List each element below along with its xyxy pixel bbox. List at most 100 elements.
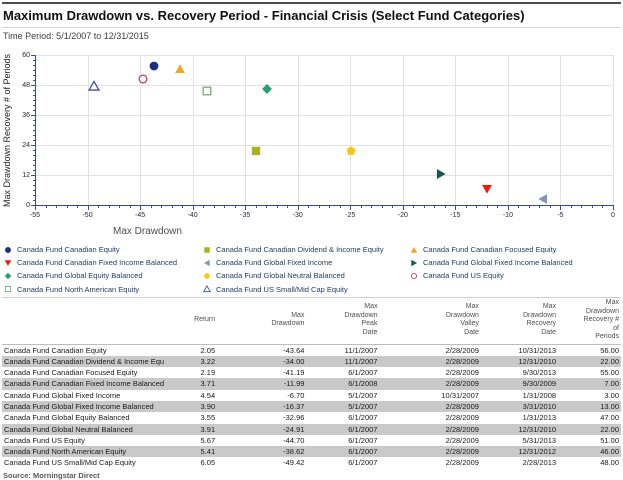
fund-name-cell: Canada Fund Canadian Fixed Income Balanc… — [4, 379, 165, 389]
value-cell: 1/31/2008 — [522, 390, 557, 400]
value-cell: 11/1/2007 — [344, 345, 378, 355]
gridline — [245, 55, 247, 205]
gridline — [140, 55, 142, 205]
value-cell: 5/1/2007 — [348, 401, 378, 411]
value-cell: -43.64 — [283, 345, 305, 355]
y-tick — [33, 110, 35, 111]
value-cell: 11/1/2007 — [344, 356, 378, 366]
value-cell: 2.19 — [200, 368, 216, 378]
fund-name-cell: Canada Fund Global Neutral Balanced — [4, 424, 133, 434]
value-cell: 6/1/2007 — [348, 458, 378, 468]
gridline — [402, 55, 404, 205]
table-row: Canada Fund Canadian Fixed Income Balanc… — [2, 378, 621, 390]
table-row: Canada Fund US Equity 5.67 -44.70 6/1/2007 2… — [2, 435, 621, 446]
x-tick-label: -5 — [557, 212, 564, 219]
square-marker-icon — [5, 286, 11, 293]
x-tick — [444, 206, 446, 208]
y-tick — [33, 140, 35, 141]
gridline — [192, 55, 194, 205]
y-axis-label: Max Drawdown Recovery # of Periods — [2, 53, 12, 208]
table-row: Canada Fund Canadian Focused Equity 2.19 -… — [2, 367, 621, 378]
legend-item: Canada Fund US Equity — [410, 269, 621, 282]
value-cell: 12/31/2010 — [518, 424, 557, 434]
fund-name-cell: Canada Fund Canadian Dividend & Income E… — [4, 356, 165, 366]
x-tick-label: -45 — [135, 212, 146, 219]
value-cell: 51.00 — [600, 435, 619, 445]
value-cell: 2/28/2009 — [445, 435, 479, 445]
value-cell: 1/31/2013 — [522, 413, 557, 423]
x-tick — [45, 206, 47, 208]
scatter-marker — [537, 192, 549, 210]
triangle-up-marker-icon — [203, 285, 211, 293]
value-cell: 10/31/2007 — [441, 390, 479, 400]
x-tick-label: -15 — [450, 212, 461, 219]
legend-item: Canada Fund Canadian Fixed Income Balanc… — [4, 256, 203, 269]
legend-item: Canada Fund Canadian Equity — [4, 243, 203, 256]
table-row: Canada Fund Global Fixed Income Balanced… — [2, 400, 621, 413]
gridline — [350, 55, 352, 205]
legend-item: Canada Fund Canadian Dividend & Income E… — [203, 243, 410, 256]
x-tick — [570, 206, 572, 208]
fund-name-cell: Canada Fund Global Fixed Income Balanced — [4, 401, 154, 411]
value-cell: 2/28/2009 — [445, 424, 479, 434]
x-tick — [539, 206, 541, 208]
x-tick — [613, 206, 614, 210]
y-tick — [33, 100, 35, 101]
x-tick — [318, 206, 320, 208]
y-tick — [33, 160, 35, 161]
y-tick — [33, 180, 35, 181]
value-cell: -6.70 — [287, 390, 305, 400]
x-tick — [203, 206, 205, 208]
x-tick — [182, 206, 184, 208]
table-row: Canada Fund Global Neutral Balanced 3.91 -… — [2, 423, 621, 435]
legend-item: Canada Fund Canadian Focused Equity — [410, 243, 621, 256]
y-tick — [33, 120, 35, 121]
table-row: Canada Fund US Small/Mid Cap Equity 6.05 -… — [2, 457, 621, 468]
y-tick — [33, 190, 35, 191]
x-tick — [455, 206, 457, 210]
y-tick — [33, 130, 35, 131]
legend-item: Canada Fund Global Equity Balanced — [4, 269, 203, 282]
gridline — [455, 55, 457, 205]
value-cell: 2/28/2009 — [445, 345, 479, 355]
table-row: Canada Fund Global Fixed Income 4.54 -6.70… — [2, 390, 621, 401]
value-cell: -16.37 — [283, 401, 305, 411]
y-tick-label: 60 — [22, 51, 30, 59]
x-tick — [234, 206, 236, 208]
x-tick — [119, 206, 121, 208]
gridline — [613, 55, 614, 205]
x-tick — [402, 206, 404, 210]
triangle-up-marker-icon — [410, 246, 418, 253]
value-cell: 2/28/2009 — [445, 379, 479, 389]
value-cell: 3.71 — [200, 379, 216, 389]
y-tick — [31, 55, 35, 56]
x-tick — [518, 206, 520, 208]
value-cell: 2/28/2009 — [445, 401, 479, 411]
value-cell: 6/1/2008 — [348, 379, 378, 389]
legend-item-label: Canada Fund Global Equity Balanced — [17, 271, 143, 281]
report-title: Maximum Drawdown vs. Recovery Period - F… — [3, 8, 525, 23]
x-tick-label: -40 — [187, 212, 198, 219]
x-tick — [171, 206, 173, 208]
x-tick — [129, 206, 131, 208]
x-tick — [213, 206, 215, 208]
x-tick — [329, 206, 331, 208]
y-tick — [31, 115, 35, 116]
legend-item: Canada Fund North American Equity — [4, 283, 203, 296]
legend-item-label: Canada Fund Canadian Fixed Income Balanc… — [17, 258, 178, 268]
scatter-marker — [201, 84, 213, 102]
scatter-marker — [174, 62, 186, 80]
time-period: Time Period: 5/1/2007 to 12/31/2015 — [3, 31, 149, 41]
x-tick — [350, 206, 352, 210]
value-cell: 6.05 — [200, 458, 216, 468]
x-tick-label: -55 — [29, 212, 41, 219]
table-header-cell: Max Drawdown Valley Date — [379, 297, 481, 345]
x-tick — [360, 206, 362, 208]
x-tick-label: -30 — [292, 212, 303, 219]
x-tick — [98, 206, 100, 208]
circle-marker-icon — [5, 246, 11, 253]
y-tick — [33, 170, 35, 171]
value-cell: 3.90 — [200, 401, 216, 411]
value-cell: 4.54 — [200, 390, 216, 400]
value-cell: 6/1/2007 — [348, 368, 378, 378]
